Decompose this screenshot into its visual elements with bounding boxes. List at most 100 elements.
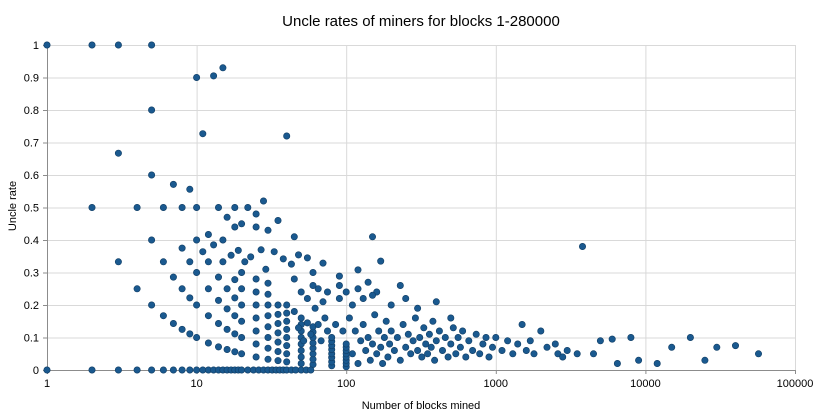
data-point [204,285,212,293]
data-point [522,346,530,354]
data-point [335,272,343,280]
data-point [204,258,212,266]
data-point [297,288,305,296]
data-point [178,204,186,212]
data-point [283,309,291,317]
data-point [354,359,362,367]
data-point [407,350,415,358]
data-point [364,278,372,286]
data-point [311,304,319,312]
data-point [215,343,223,351]
data-point [297,314,305,322]
data-point [252,288,260,296]
tick-marks [43,45,796,374]
data-point [462,353,470,361]
data-point [563,346,571,354]
data-point [479,340,487,348]
data-point [274,310,282,318]
data-point [342,340,350,348]
data-point [314,285,322,293]
data-point [596,337,604,345]
data-point [444,353,452,361]
data-point [264,344,272,352]
data-point [309,281,317,289]
data-point [342,288,350,296]
data-point [114,41,122,49]
data-point [215,273,223,281]
data-point [357,337,365,345]
x-tick-labels: 1 10 100 1000 10000 100000 [44,378,813,390]
data-point [321,314,329,322]
data-point [469,346,477,354]
data-point [133,285,141,293]
data-point [404,330,412,338]
data-point [169,180,177,188]
data-point [186,258,194,266]
data-point [396,356,404,364]
data-point [396,281,404,289]
data-point [290,275,298,283]
data-point [274,357,282,365]
data-point [422,340,430,348]
data-point [409,337,417,345]
data-point [223,345,231,353]
data-point [148,366,156,374]
data-point [227,251,235,259]
data-point [274,347,282,355]
data-point [447,340,455,348]
data-point [348,301,356,309]
data-point [366,356,374,364]
data-point [297,359,305,367]
data-point [551,340,559,348]
x-tick-label: 10 [190,378,202,390]
data-point [223,213,231,221]
data-point [204,339,212,347]
data-point [43,41,51,49]
data-point [476,350,484,358]
data-point [283,333,291,341]
chart-title: Uncle rates of miners for blocks 1-28000… [282,13,560,30]
data-point [371,311,379,319]
data-point [713,343,721,351]
data-point [377,343,385,351]
data-point [210,241,218,249]
data-point [133,204,141,212]
data-point [231,204,239,212]
gridlines [47,45,796,371]
data-point [303,294,311,302]
data-point [114,149,122,157]
data-point [264,323,272,331]
data-point [635,356,643,364]
data-point [627,333,635,341]
y-tick-label: 0.6 [24,170,39,182]
data-point [204,231,212,239]
data-point [303,254,311,262]
data-point [701,356,709,364]
data-point [283,358,291,366]
data-point [380,333,388,341]
data-point [264,333,272,341]
data-point [309,268,317,276]
data-point [159,204,167,212]
data-point [425,330,433,338]
data-point [231,294,239,302]
data-point [402,343,410,351]
data-point [252,314,260,322]
data-point [219,64,227,72]
data-point [215,204,223,212]
data-point [543,343,551,351]
data-point [399,320,407,328]
data-point [186,330,194,338]
data-point [420,324,428,332]
data-point [178,366,186,374]
data-point [686,333,694,341]
data-point [427,343,435,351]
x-tick-label: 1000 [484,378,508,390]
data-point [283,132,291,140]
data-point [332,320,340,328]
data-point [335,294,343,302]
data-point [231,330,239,338]
data-point [252,223,260,231]
data-point [351,327,359,335]
